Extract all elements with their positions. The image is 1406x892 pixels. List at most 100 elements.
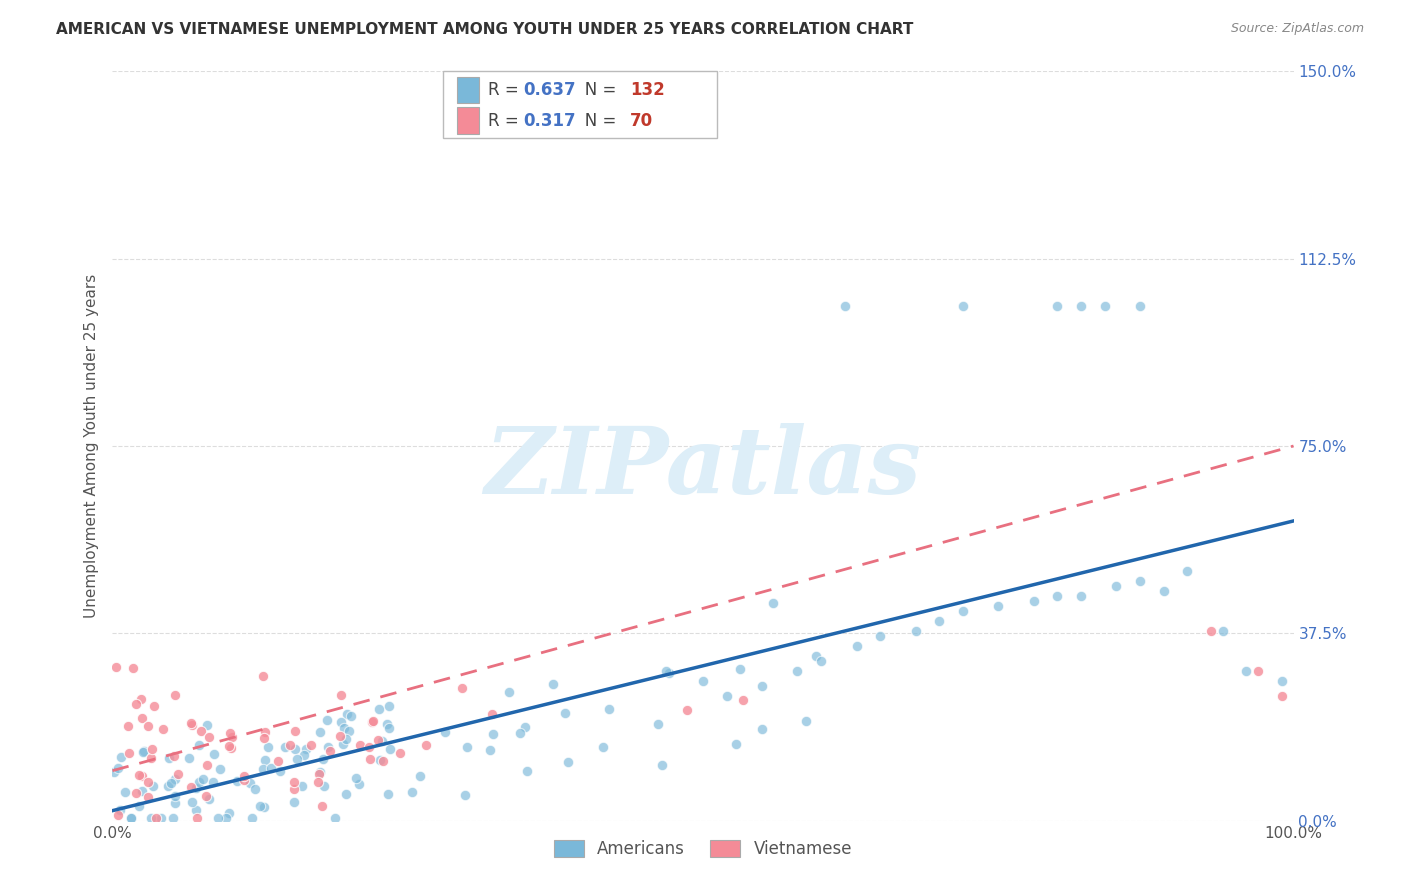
Point (401, 785, 423, 799)
Point (309, 725, 332, 739)
Point (1022, 594, 1045, 608)
Point (128, 768, 150, 782)
Text: R =: R = (488, 112, 524, 130)
Point (786, 664, 808, 678)
Point (415, 738, 437, 752)
Point (316, 740, 339, 755)
Point (598, 702, 620, 716)
Point (592, 739, 614, 754)
Point (110, 750, 132, 764)
Point (658, 666, 681, 681)
Point (278, 738, 301, 752)
Point (118, 746, 141, 760)
Point (481, 706, 503, 721)
Point (309, 765, 332, 780)
Point (340, 708, 363, 723)
Point (181, 718, 204, 732)
Text: R =: R = (488, 81, 524, 99)
Point (453, 788, 475, 802)
Point (952, 604, 974, 618)
Point (194, 789, 217, 804)
Point (253, 725, 276, 739)
Point (349, 777, 371, 791)
Point (308, 767, 330, 781)
Point (370, 733, 392, 747)
Point (136, 775, 159, 789)
Point (409, 769, 432, 783)
Point (845, 639, 868, 653)
Point (451, 681, 474, 695)
Point (131, 711, 153, 725)
Point (215, 811, 238, 825)
Point (1234, 664, 1257, 678)
Point (810, 654, 832, 668)
Point (370, 753, 392, 767)
Point (186, 811, 208, 825)
Point (312, 779, 335, 793)
Point (252, 669, 274, 683)
Point (367, 732, 389, 747)
Point (187, 774, 209, 789)
Point (375, 717, 398, 731)
Point (143, 698, 166, 713)
Point (433, 725, 456, 739)
Text: 0.317: 0.317 (523, 112, 575, 130)
Point (323, 811, 346, 825)
Point (225, 774, 247, 789)
Point (131, 784, 153, 798)
Point (1070, 299, 1092, 313)
Point (378, 698, 401, 713)
Point (132, 744, 155, 758)
Point (676, 703, 699, 717)
Point (219, 741, 242, 756)
Point (1094, 299, 1116, 313)
Point (167, 767, 190, 781)
Point (253, 753, 276, 767)
Point (207, 811, 229, 825)
Point (198, 730, 221, 744)
Point (1247, 664, 1270, 678)
Point (725, 737, 748, 751)
Text: Source: ZipAtlas.com: Source: ZipAtlas.com (1230, 22, 1364, 36)
Point (221, 730, 243, 744)
Point (1271, 673, 1294, 688)
Point (139, 811, 162, 825)
Point (253, 799, 276, 814)
Point (1175, 564, 1198, 578)
Point (928, 614, 950, 628)
Point (198, 792, 221, 806)
Point (294, 741, 316, 756)
Point (1070, 589, 1092, 603)
Point (716, 689, 738, 703)
Point (218, 725, 240, 739)
Point (329, 729, 352, 743)
Point (152, 723, 174, 737)
Point (312, 752, 335, 766)
Point (1105, 579, 1128, 593)
Point (751, 679, 773, 693)
Point (371, 754, 394, 768)
Point (794, 714, 817, 728)
Text: AMERICAN VS VIETNAMESE UNEMPLOYMENT AMONG YOUTH UNDER 25 YEARS CORRELATION CHART: AMERICAN VS VIETNAMESE UNEMPLOYMENT AMON… (56, 22, 914, 37)
Point (378, 742, 401, 756)
Point (107, 761, 129, 775)
Point (337, 724, 360, 739)
Point (952, 299, 974, 313)
Text: N =: N = (569, 81, 621, 99)
Point (554, 706, 576, 720)
Point (904, 624, 927, 638)
Point (284, 741, 307, 756)
Point (145, 811, 167, 825)
Point (361, 714, 384, 729)
Point (120, 811, 142, 825)
Point (125, 786, 148, 800)
Point (315, 713, 337, 727)
Point (1129, 574, 1152, 588)
Point (456, 739, 478, 754)
Point (761, 597, 783, 611)
Point (120, 811, 142, 825)
Point (388, 746, 411, 760)
Point (165, 789, 187, 803)
Point (291, 779, 314, 793)
Point (1212, 624, 1234, 638)
